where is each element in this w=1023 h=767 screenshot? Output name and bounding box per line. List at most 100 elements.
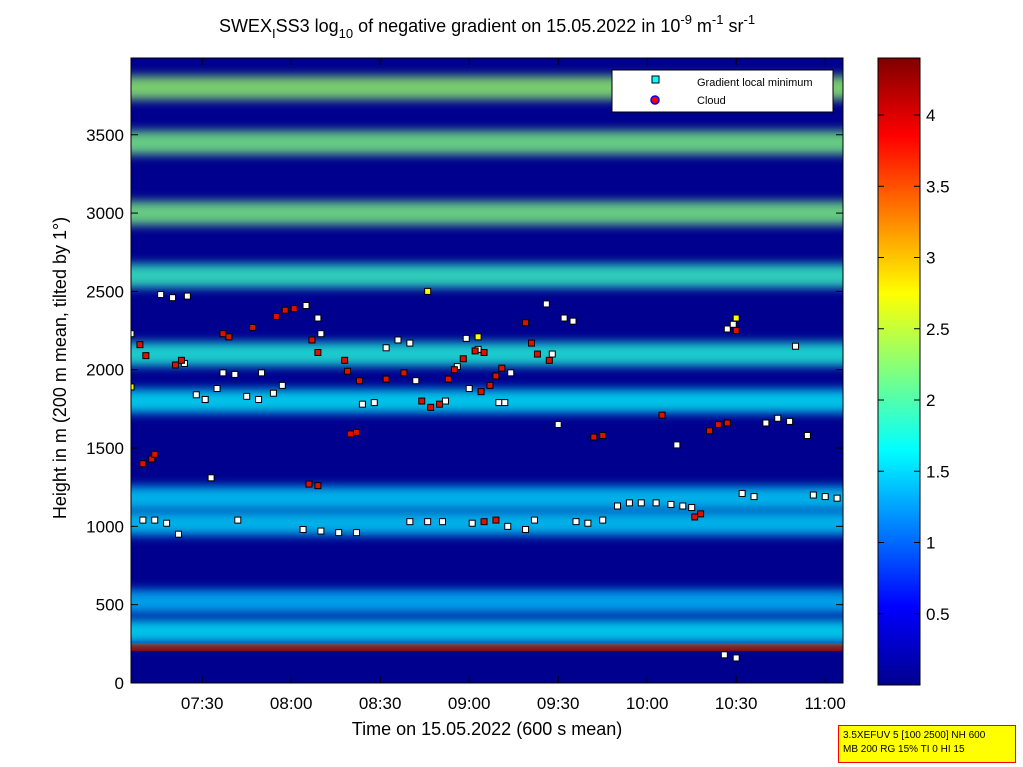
gradient-minimum-marker [157,291,165,299]
gradient-minimum-marker [441,397,449,405]
cloud-marker [314,348,322,356]
cloud-marker [308,336,316,344]
cloud-marker [272,312,280,320]
cloud-marker [691,513,699,521]
gradient-minimum-marker [424,518,432,526]
gradient-minimum-marker [720,651,728,659]
gradient-minimum-marker [750,493,758,501]
cloud-marker [136,341,144,349]
legend-box [611,69,834,113]
gradient-minimum-marker [732,654,740,662]
gradient-minimum-marker [394,336,402,344]
x-tick-label: 07:30 [181,694,224,713]
gradient-minimum-marker [501,399,509,407]
colorbar-tick-label: 4 [926,106,935,125]
info-box: 3.5XEFUV 5 [100 2500] NH 600 MB 200 RG 1… [838,725,1016,763]
x-tick-label: 10:30 [715,694,758,713]
gradient-minimum-marker [599,516,607,524]
cloud-marker [459,355,467,363]
colorbar-tick-label: 2.5 [926,320,950,339]
colorbar-tick-label: 1 [926,534,935,553]
x-tick-label: 09:30 [537,694,580,713]
gradient-minimum-marker [258,369,266,377]
gradient-minimum-marker [213,385,221,393]
cloud-marker [545,356,553,364]
gradient-minimum-marker [495,399,503,407]
gradient-minimum-marker [542,300,550,308]
cloud-marker [471,347,479,355]
cloud-marker [590,433,598,441]
x-tick-label: 10:00 [626,694,669,713]
cloud-marker [486,381,494,389]
gradient-minimum-marker [688,504,696,512]
gradient-minimum-marker [821,493,829,501]
colorbar-tick-label: 3.5 [926,177,950,196]
legend-cloud-label: Cloud [697,95,726,107]
colorbar-tick-label: 1.5 [926,462,950,481]
heatmap-layer [131,201,843,225]
gradient-minimum-marker [139,516,147,524]
cloud-marker [225,333,233,341]
x-tick-label: 11:00 [805,694,846,713]
cloud-marker [732,327,740,335]
colorbar-gradient [878,58,920,685]
legend-minimum-label: Gradient local minimum [697,77,813,89]
colorbar-tick-label: 3 [926,249,935,268]
legend: Gradient local minimum Cloud [611,69,834,113]
gradient-minimum-marker [352,529,360,537]
colorbar-tick-label: 2 [926,391,935,410]
colorbar-frame [877,57,921,686]
heatmap-layer [131,619,843,644]
x-axis-label: Time on 15.05.2022 (600 s mean) [352,719,623,739]
cloud-marker [444,375,452,383]
y-tick-label: 3500 [86,126,124,145]
chart-title: SWEXISS3 log10 of negative gradient on 1… [219,12,755,41]
cloud-marker [480,348,488,356]
gradient-minimum-marker [792,342,800,350]
gradient-minimum-marker [560,314,568,322]
cloud-marker [172,361,179,369]
cloud-marker [492,372,500,380]
cloud-marker [382,375,390,383]
gradient-minimum-marker [243,392,251,400]
cloud-marker [450,366,458,374]
gradient-minimum-marker [201,395,209,403]
cloud-marker [314,482,322,490]
gradient-minimum-marker [833,494,841,502]
gradient-minimum-marker [439,518,446,526]
legend-minimum-marker [651,75,660,84]
gradient-minimum-marker [335,529,343,537]
heatmap-layer [131,589,843,614]
cloud-marker [658,411,666,419]
y-tick-label: 1500 [86,439,124,458]
gradient-minimum-marker [299,525,307,533]
heatmap-layer [131,130,843,155]
gradient-minimum-marker [314,314,322,322]
heatmap-layer [131,389,843,413]
cloud-marker [290,305,298,313]
gradient-minimum-marker [406,339,414,347]
heatmap-layer [131,486,843,510]
gradient-minimum-marker [174,530,182,538]
gradient-minimum-marker [317,330,325,338]
gradient-minimum-marker [762,419,770,427]
gradient-minimum-marker [625,499,633,507]
cloud-marker [480,518,488,526]
y-tick-label: 2500 [86,282,124,301]
cloud-marker [436,400,444,408]
cloud-marker [477,388,485,396]
cloud-marker [492,516,500,524]
colorbar: 0.5 1 1.5 2 2.5 3 3.5 4 [877,57,950,686]
gradient-minimum-marker [530,516,538,524]
cloud-marker [723,419,731,427]
heatmap-layer [131,263,843,288]
gradient-minimum-marker [522,525,530,533]
gradient-minimum-marker [548,350,556,358]
gradient-minimum-marker [554,421,562,429]
gradient-minimum-marker [572,518,580,526]
gradient-minimum-marker [255,395,263,403]
gradient-minimum-marker [269,389,277,397]
gradient-minimum-marker [774,414,782,422]
gradient-minimum-marker [131,330,135,338]
